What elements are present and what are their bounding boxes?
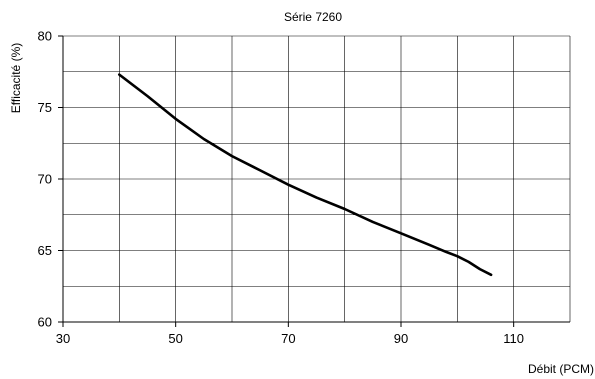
x-axis-label: Débit (PCM) — [528, 362, 594, 376]
y-tick-label: 65 — [38, 243, 52, 258]
grid — [63, 35, 571, 322]
x-tick-label: 30 — [56, 331, 70, 346]
ticks: 30 50 70 90 110 60 65 70 75 80 — [38, 29, 525, 347]
y-tick-label: 75 — [38, 100, 52, 115]
series-line — [118, 73, 493, 277]
chart-title: Série 7260 — [284, 10, 342, 24]
y-tick-label: 80 — [38, 29, 52, 44]
x-tick-label: 90 — [394, 331, 408, 346]
x-tick-label: 110 — [503, 331, 524, 346]
series — [118, 73, 493, 277]
x-tick-label: 70 — [281, 331, 295, 346]
y-tick-label: 60 — [38, 315, 52, 330]
y-tick-label: 70 — [38, 172, 52, 187]
y-axis-label: Efficacité (%) — [9, 43, 23, 113]
x-tick-label: 50 — [168, 331, 182, 346]
